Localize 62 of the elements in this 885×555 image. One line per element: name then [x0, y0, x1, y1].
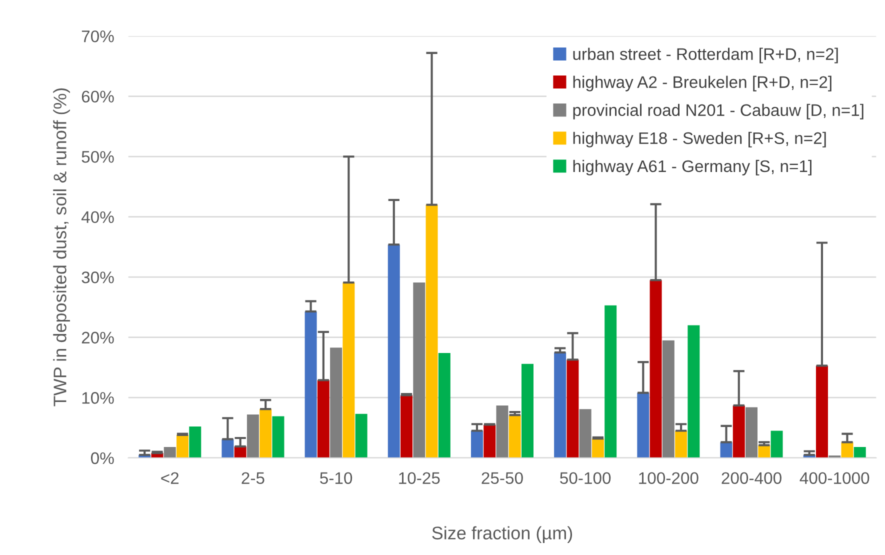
- bar: [484, 424, 496, 458]
- legend-label: highway A61 - Germany [S, n=1]: [573, 160, 812, 176]
- y-tick-label: 20%: [82, 332, 114, 344]
- legend-label: highway A2 - Breukelen [R+D, n=2]: [573, 76, 832, 92]
- bar: [164, 447, 176, 458]
- x-tick-label: 2-5: [242, 472, 264, 484]
- bar: [272, 416, 284, 458]
- bar: [688, 325, 700, 458]
- bar: [604, 305, 617, 458]
- legend-label: urban street - Rotterdam [R+D, n=2]: [573, 48, 838, 64]
- bar: [317, 380, 330, 458]
- bar: [650, 280, 662, 458]
- bar: [566, 360, 579, 458]
- bar: [438, 353, 450, 458]
- bar: [746, 407, 758, 458]
- legend-label: provincial road N201 - Cabauw [D, n=1]: [573, 104, 864, 120]
- bar: [841, 442, 854, 458]
- y-tick-label: 40%: [81, 211, 114, 224]
- bar: [816, 366, 828, 458]
- bar: [854, 447, 866, 458]
- bar: [413, 282, 426, 458]
- bar: [637, 392, 650, 458]
- bar: [246, 414, 259, 458]
- x-tick-label: 400-1000: [800, 472, 870, 484]
- x-axis-title: Size fraction (µm): [432, 526, 572, 544]
- x-tick-label: 25-50: [482, 472, 523, 484]
- y-tick-label: 0%: [91, 452, 114, 464]
- y-tick-label: 70%: [82, 30, 114, 42]
- bar: [330, 348, 342, 458]
- bar: [426, 204, 438, 458]
- bar: [189, 426, 202, 458]
- legend-label: highway E18 - Sweden [R+S, n=2]: [573, 132, 826, 148]
- y-axis-title: TWP in deposited dust, soil & runoff (%): [53, 88, 70, 406]
- x-tick-label: 10-25: [399, 472, 440, 484]
- bar: [522, 364, 534, 458]
- bar: [720, 442, 732, 458]
- x-tick-label: 5-10: [320, 472, 352, 484]
- x-tick-label: 100-200: [639, 472, 698, 484]
- bar: [342, 282, 355, 458]
- bar: [770, 430, 783, 458]
- bar: [260, 409, 272, 458]
- x-tick-label: <2: [161, 472, 179, 484]
- bar: [508, 415, 521, 458]
- y-tick-label: 50%: [82, 150, 114, 163]
- x-tick-label: 200-400: [722, 472, 782, 484]
- x-tick-label: 50-100: [560, 472, 611, 484]
- bar: [592, 438, 604, 458]
- bar: [176, 434, 188, 458]
- y-tick-label: 10%: [82, 392, 114, 404]
- bar: [675, 430, 688, 458]
- y-tick-label: 30%: [82, 272, 114, 284]
- bar: [732, 405, 745, 458]
- bar: [400, 395, 413, 458]
- bar: [355, 414, 368, 458]
- bar: [579, 409, 592, 458]
- bar: [304, 311, 317, 458]
- bar: [662, 340, 674, 458]
- bar: [388, 244, 400, 458]
- y-tick-label: 60%: [82, 90, 114, 103]
- bar: [554, 352, 566, 458]
- bar: [496, 405, 508, 458]
- bar: [470, 430, 483, 458]
